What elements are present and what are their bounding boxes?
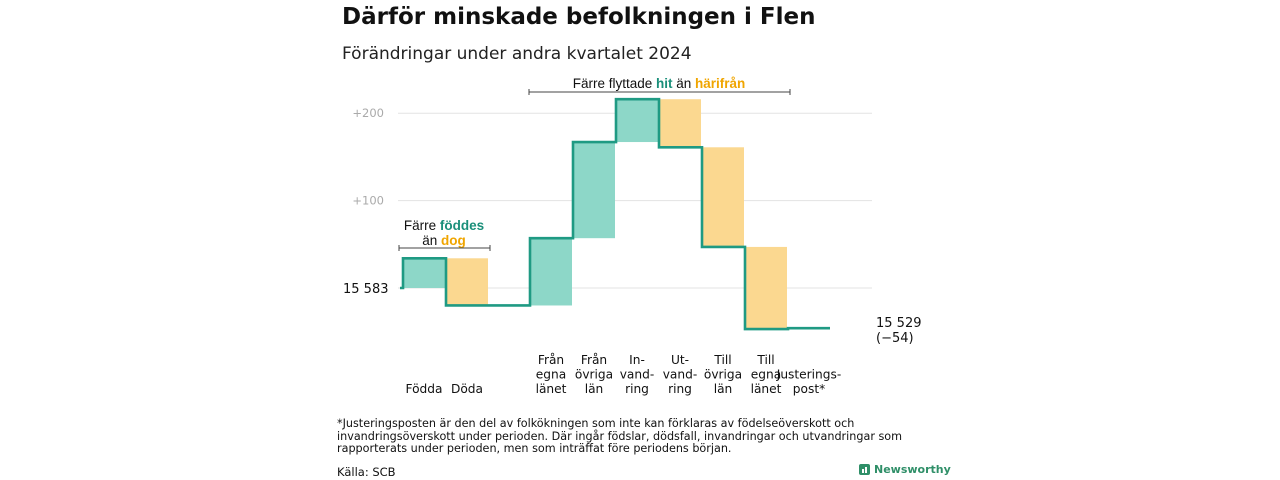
category-label: egna	[751, 368, 781, 382]
waterfall-bar	[616, 99, 658, 143]
chart-title: Därför minskade befolkningen i Flen	[342, 4, 816, 30]
category-label: län	[714, 382, 733, 396]
end-value-label: 15 529	[876, 316, 922, 331]
brand-logo: Newsworthy	[859, 463, 951, 476]
footnote: *Justeringsposten är den del av folkökni…	[337, 417, 903, 455]
waterfall-bar	[530, 238, 572, 306]
cumulative-step-line	[400, 97, 830, 331]
category-label: Från	[581, 353, 607, 367]
annotation-text: än dog	[422, 233, 466, 248]
category-label: vand-	[620, 368, 655, 382]
category-label: länet	[751, 382, 782, 396]
category-label: län	[585, 382, 604, 396]
y-tick-label: +200	[352, 106, 384, 120]
source: Källa: SCB	[337, 465, 396, 479]
category-label: post*	[793, 382, 825, 396]
waterfall-bar	[659, 99, 701, 148]
waterfall-bar	[702, 147, 744, 247]
category-label: egna	[536, 368, 566, 382]
category-label: ring	[668, 382, 692, 396]
category-label: ring	[625, 382, 649, 396]
category-label: In-	[629, 353, 645, 367]
annotation-text: Färre flyttade hit än härifrån	[573, 76, 746, 91]
start-value-label: 15 583	[343, 282, 389, 297]
y-tick-label: +100	[352, 194, 384, 208]
category-label: Till	[713, 353, 731, 367]
category-label: vand-	[663, 368, 698, 382]
category-label: Från	[538, 353, 564, 367]
waterfall-bar	[446, 258, 488, 306]
category-label: länet	[536, 382, 567, 396]
category-label: Justerings-	[776, 368, 842, 382]
category-label: Till	[756, 353, 774, 367]
end-value-label: (−54)	[876, 331, 914, 346]
category-label: övriga	[575, 368, 613, 382]
brand-name: Newsworthy	[874, 463, 951, 476]
waterfall-bar	[573, 142, 615, 239]
category-label: Döda	[451, 382, 483, 396]
waterfall-bar	[745, 246, 787, 330]
newsworthy-icon	[859, 464, 870, 475]
category-label: övriga	[704, 368, 742, 382]
annotation-text: Färre föddes	[404, 218, 484, 233]
category-label: Födda	[406, 382, 443, 396]
waterfall-bar	[403, 258, 445, 288]
category-label: Ut-	[671, 353, 689, 367]
chart-subtitle: Förändringar under andra kvartalet 2024	[342, 44, 692, 64]
